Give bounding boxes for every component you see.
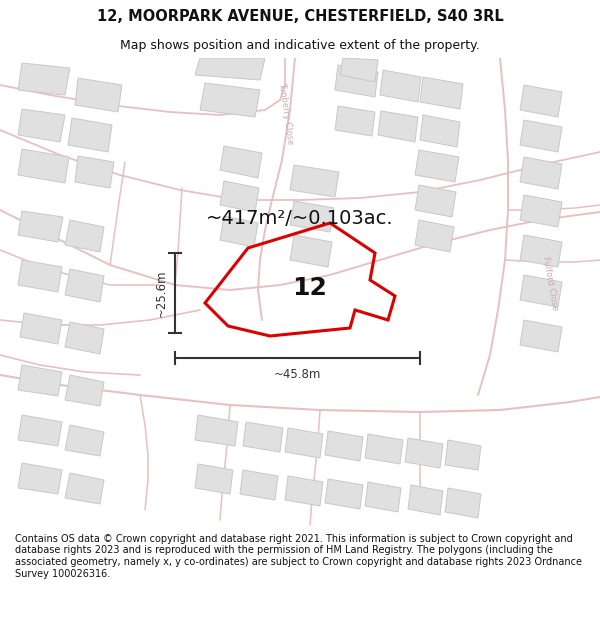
Polygon shape [520, 320, 562, 352]
Polygon shape [365, 434, 403, 464]
Text: ~25.6m: ~25.6m [155, 269, 167, 317]
Polygon shape [195, 464, 233, 494]
Polygon shape [335, 65, 378, 97]
Polygon shape [18, 463, 62, 494]
Text: 12, MOORPARK AVENUE, CHESTERFIELD, S40 3RL: 12, MOORPARK AVENUE, CHESTERFIELD, S40 3… [97, 9, 503, 24]
Polygon shape [65, 220, 104, 252]
Polygon shape [415, 150, 459, 182]
Polygon shape [65, 322, 104, 354]
Text: Map shows position and indicative extent of the property.: Map shows position and indicative extent… [120, 39, 480, 52]
Polygon shape [68, 118, 112, 152]
Polygon shape [220, 181, 259, 212]
Text: Tunberry Close: Tunberry Close [277, 81, 295, 144]
Polygon shape [520, 195, 562, 227]
Polygon shape [65, 473, 104, 504]
Polygon shape [445, 488, 481, 518]
Text: 12: 12 [292, 276, 327, 300]
Polygon shape [195, 415, 238, 446]
Polygon shape [420, 77, 463, 109]
Polygon shape [408, 485, 443, 515]
Polygon shape [75, 156, 114, 188]
Polygon shape [18, 365, 62, 396]
Polygon shape [20, 313, 62, 344]
Polygon shape [18, 63, 70, 95]
Polygon shape [325, 479, 363, 509]
Polygon shape [18, 415, 62, 446]
Polygon shape [378, 111, 418, 142]
Polygon shape [220, 146, 262, 178]
Polygon shape [290, 201, 334, 232]
Polygon shape [290, 235, 332, 267]
Polygon shape [243, 422, 283, 452]
Text: ~417m²/~0.103ac.: ~417m²/~0.103ac. [206, 209, 394, 227]
Polygon shape [240, 470, 278, 500]
Polygon shape [415, 220, 454, 252]
Polygon shape [520, 85, 562, 117]
Polygon shape [380, 70, 421, 102]
Polygon shape [285, 428, 323, 458]
Polygon shape [18, 211, 63, 242]
Polygon shape [405, 438, 443, 468]
Polygon shape [445, 440, 481, 470]
Polygon shape [415, 185, 456, 217]
Polygon shape [200, 83, 260, 117]
Polygon shape [520, 157, 562, 189]
Polygon shape [520, 235, 562, 267]
Polygon shape [325, 431, 363, 461]
Polygon shape [365, 482, 401, 512]
Polygon shape [520, 120, 562, 152]
Polygon shape [18, 109, 65, 142]
Polygon shape [195, 58, 265, 80]
Polygon shape [520, 275, 562, 307]
Polygon shape [75, 78, 122, 112]
Polygon shape [340, 58, 378, 82]
Polygon shape [285, 476, 323, 506]
Polygon shape [335, 106, 375, 136]
Polygon shape [65, 425, 104, 456]
Polygon shape [18, 149, 69, 183]
Polygon shape [65, 375, 104, 406]
Text: Fulford Close: Fulford Close [541, 256, 559, 311]
Polygon shape [420, 115, 460, 147]
Polygon shape [290, 165, 339, 197]
Polygon shape [65, 269, 104, 302]
Polygon shape [18, 260, 62, 292]
Polygon shape [220, 216, 258, 247]
Text: ~45.8m: ~45.8m [274, 368, 321, 381]
Text: Contains OS data © Crown copyright and database right 2021. This information is : Contains OS data © Crown copyright and d… [15, 534, 582, 579]
